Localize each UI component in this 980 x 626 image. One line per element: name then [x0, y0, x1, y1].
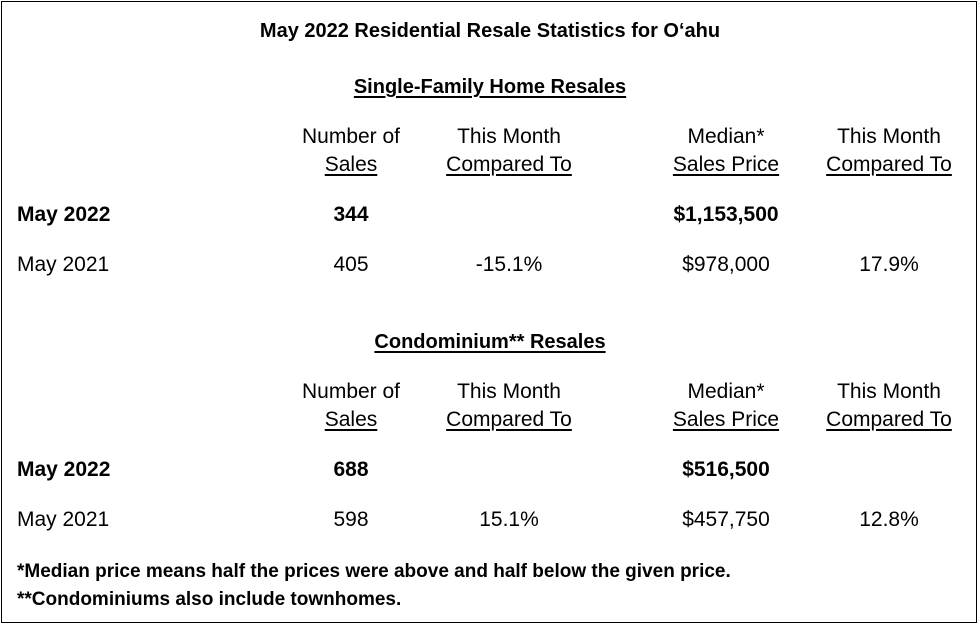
- header-compare1-line1: This Month: [457, 380, 561, 403]
- sales-count: 688: [333, 458, 369, 481]
- header-median-price: Median* Sales Price: [673, 378, 779, 434]
- median-change: 12.8%: [859, 508, 919, 531]
- header-compare2-line1: This Month: [837, 380, 941, 403]
- page-title: May 2022 Residential Resale Statistics f…: [259, 20, 721, 42]
- header-compare2-line2: Compared To: [826, 153, 952, 176]
- header-sales-compare: This Month Compared To: [446, 123, 572, 179]
- footnote-condominium: **Condominiums also include townhomes.: [17, 589, 402, 610]
- header-compare1-line2: Compared To: [446, 153, 572, 176]
- median-price: $516,500: [682, 458, 770, 481]
- header-median-line2: Sales Price: [672, 408, 780, 431]
- row-label: May 2022: [17, 203, 111, 226]
- row-label: May 2021: [17, 508, 110, 531]
- section-title-condominium: Condominium** Resales: [374, 331, 606, 353]
- header-median-line1: Median*: [687, 125, 765, 148]
- sales-change: -15.1%: [475, 253, 543, 276]
- header-median-compare: This Month Compared To: [826, 378, 952, 434]
- footnote-median: *Median price means half the prices were…: [17, 561, 731, 582]
- header-compare1-line1: This Month: [457, 125, 561, 148]
- median-change: 17.9%: [859, 253, 919, 276]
- header-number-line2: Sales: [324, 153, 378, 176]
- header-median-line2: Sales Price: [672, 153, 780, 176]
- header-compare1-line2: Compared To: [446, 408, 572, 431]
- header-number-of-sales: Number of Sales: [302, 123, 400, 179]
- header-median-price: Median* Sales Price: [673, 123, 779, 179]
- sales-change: 15.1%: [479, 508, 539, 531]
- median-price: $978,000: [682, 253, 770, 276]
- header-number-line1: Number of: [301, 125, 401, 148]
- header-number-line2: Sales: [324, 408, 378, 431]
- row-label: May 2022: [17, 458, 111, 481]
- row-label: May 2021: [17, 253, 110, 276]
- header-median-compare: This Month Compared To: [826, 123, 952, 179]
- sales-count: 405: [333, 253, 369, 276]
- median-price: $1,153,500: [673, 203, 779, 226]
- header-number-of-sales: Number of Sales: [302, 378, 400, 434]
- header-median-line1: Median*: [687, 380, 765, 403]
- median-price: $457,750: [682, 508, 770, 531]
- sales-count: 344: [333, 203, 369, 226]
- sales-count: 598: [333, 508, 369, 531]
- header-compare2-line2: Compared To: [826, 408, 952, 431]
- header-number-line1: Number of: [301, 380, 401, 403]
- header-sales-compare: This Month Compared To: [446, 378, 572, 434]
- header-compare2-line1: This Month: [837, 125, 941, 148]
- section-title-single-family: Single-Family Home Resales: [353, 76, 627, 98]
